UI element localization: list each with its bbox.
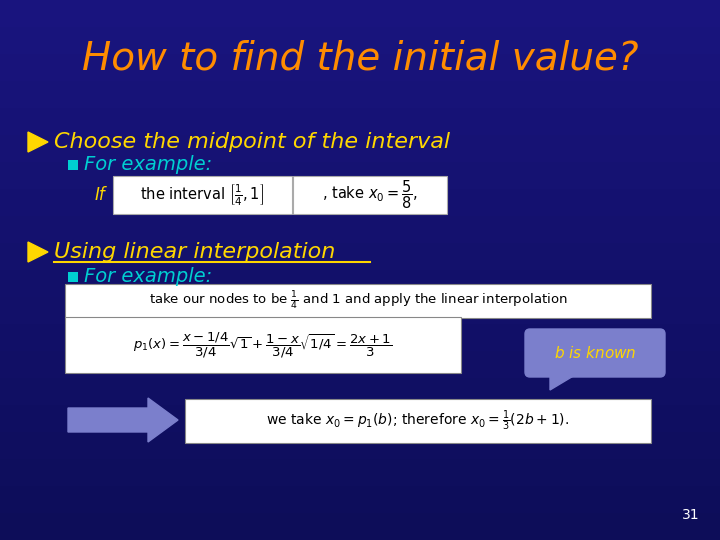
- Bar: [0, 0, 720, 27]
- Bar: [0, 459, 720, 486]
- Text: we take $x_0 = p_1(b)$; therefore $x_0 = \frac{1}{3}(2b+1)$.: we take $x_0 = p_1(b)$; therefore $x_0 =…: [266, 409, 570, 433]
- Bar: [0, 378, 720, 405]
- FancyBboxPatch shape: [113, 176, 292, 214]
- FancyBboxPatch shape: [65, 317, 461, 373]
- Bar: [0, 486, 720, 513]
- Polygon shape: [550, 372, 580, 390]
- Bar: [0, 513, 720, 540]
- Bar: [0, 432, 720, 459]
- Bar: [0, 243, 720, 270]
- Text: $b$ is known: $b$ is known: [554, 345, 636, 361]
- Bar: [0, 54, 720, 81]
- Bar: [0, 135, 720, 162]
- Bar: [0, 351, 720, 378]
- Bar: [0, 162, 720, 189]
- Bar: [0, 27, 720, 54]
- Bar: [0, 216, 720, 243]
- Bar: [0, 81, 720, 108]
- FancyBboxPatch shape: [65, 284, 651, 318]
- Bar: [0, 108, 720, 135]
- Bar: [68, 160, 78, 170]
- FancyBboxPatch shape: [293, 176, 447, 214]
- Bar: [0, 405, 720, 432]
- Text: For example:: For example:: [84, 267, 212, 287]
- Text: If: If: [95, 186, 106, 204]
- Bar: [0, 270, 720, 297]
- Polygon shape: [68, 398, 178, 442]
- Text: 31: 31: [683, 508, 700, 522]
- FancyBboxPatch shape: [525, 329, 665, 377]
- Text: For example:: For example:: [84, 156, 212, 174]
- Bar: [0, 324, 720, 351]
- Bar: [68, 272, 78, 282]
- Text: take our nodes to be $\frac{1}{4}$ and 1 and apply the linear interpolation: take our nodes to be $\frac{1}{4}$ and 1…: [149, 290, 567, 312]
- Text: , take $x_0 = \dfrac{5}{8}$,: , take $x_0 = \dfrac{5}{8}$,: [322, 179, 418, 211]
- Polygon shape: [28, 242, 48, 262]
- Text: $p_1(x) = \dfrac{x-1/4}{3/4}\sqrt{1} + \dfrac{1-x}{3/4}\sqrt{1/4} = \dfrac{2x+1}: $p_1(x) = \dfrac{x-1/4}{3/4}\sqrt{1} + \…: [133, 330, 392, 360]
- Bar: [0, 297, 720, 324]
- Polygon shape: [28, 132, 48, 152]
- Text: Using linear interpolation: Using linear interpolation: [54, 242, 336, 262]
- Bar: [0, 189, 720, 216]
- Text: How to find the initial value?: How to find the initial value?: [82, 40, 638, 78]
- FancyBboxPatch shape: [185, 399, 651, 443]
- Text: the interval $\left[\frac{1}{4},1\right]$: the interval $\left[\frac{1}{4},1\right]…: [140, 183, 265, 208]
- Text: Choose the midpoint of the interval: Choose the midpoint of the interval: [54, 132, 450, 152]
